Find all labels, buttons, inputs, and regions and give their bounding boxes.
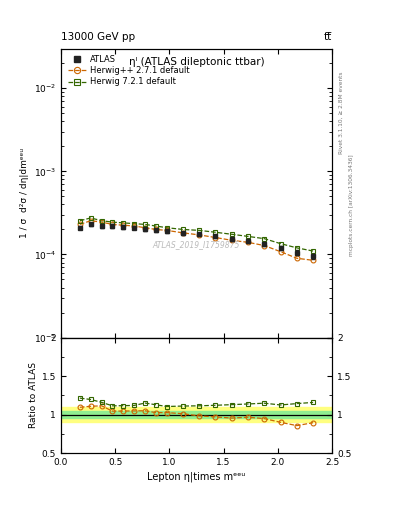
Text: Rivet 3.1.10, ≥ 2.8M events: Rivet 3.1.10, ≥ 2.8M events [339,71,344,154]
Legend: ATLAS, Herwig++ 2.7.1 default, Herwig 7.2.1 default: ATLAS, Herwig++ 2.7.1 default, Herwig 7.… [65,53,192,89]
Text: mcplots.cern.ch [arXiv:1306.3436]: mcplots.cern.ch [arXiv:1306.3436] [349,154,354,255]
Text: 13000 GeV pp: 13000 GeV pp [61,32,135,42]
X-axis label: Lepton η|times mᵉᵉᵘ: Lepton η|times mᵉᵉᵘ [147,471,246,482]
Bar [61,411,332,418]
Text: ATLAS_2019_I1759875: ATLAS_2019_I1759875 [153,241,240,250]
Bar [61,407,332,422]
Text: ηˡ (ATLAS dileptonic ttbar): ηˡ (ATLAS dileptonic ttbar) [129,57,264,67]
Y-axis label: Ratio to ATLAS: Ratio to ATLAS [29,362,37,429]
Y-axis label: 1 / σ  d²σ / dη|dmᵉᵉᵘ: 1 / σ d²σ / dη|dmᵉᵉᵘ [20,148,29,238]
Text: tt̅: tt̅ [324,32,332,42]
